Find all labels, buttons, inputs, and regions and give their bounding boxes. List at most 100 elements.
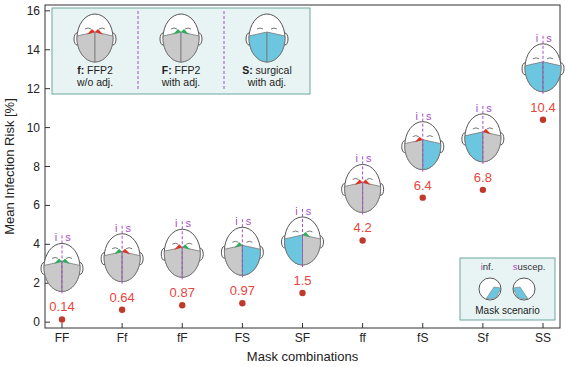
y-axis-title: Mean Infection Risk [%] [2, 98, 17, 235]
mask-half [182, 247, 200, 277]
inset-label: suscep. [513, 261, 546, 272]
point [359, 237, 365, 243]
x-tick [242, 323, 243, 328]
point [299, 290, 305, 296]
nose-fit-mark [363, 179, 371, 185]
y-tick-label: 0 [33, 315, 40, 329]
mask-half [164, 247, 182, 277]
y-tick-label: 4 [33, 237, 40, 251]
y-tick-label: 8 [33, 160, 40, 174]
inset-box [460, 258, 555, 320]
icon-label: s [306, 205, 312, 217]
chart: 0246810121416FFFffFFSSFfffSSfSSMask comb… [0, 0, 566, 367]
point [119, 307, 125, 313]
icon-label: i [416, 110, 418, 122]
x-tick-label: ff [359, 331, 366, 345]
mask-half [267, 32, 285, 62]
mask-half [363, 182, 381, 212]
y-tick-label: 2 [33, 276, 40, 290]
x-tick [122, 323, 123, 328]
y-tick [45, 244, 50, 245]
icon-label: i [536, 32, 538, 44]
y-tick [45, 205, 50, 206]
point [540, 117, 546, 123]
x-tick [543, 323, 544, 328]
x-tick [182, 323, 183, 328]
x-tick [62, 323, 63, 328]
legend-text: with adj. [247, 76, 287, 88]
mask-half [181, 32, 199, 62]
legend-text-key: F: [162, 64, 172, 76]
x-axis-title: Mask combinations [247, 349, 359, 364]
mask-half [44, 261, 62, 291]
y-tick [45, 49, 50, 50]
icon-label: s [125, 222, 131, 234]
divider [482, 106, 483, 165]
y-tick [45, 322, 50, 323]
x-tick-label: FF [55, 331, 70, 345]
inset-label-rest: nf. [483, 261, 494, 272]
icon-label: s [546, 32, 552, 44]
legend-text: f: FFP2 [77, 64, 113, 76]
mask-half [483, 132, 501, 162]
divider [362, 156, 363, 215]
legend-separator [138, 11, 139, 91]
y-tick-label: 6 [33, 198, 40, 212]
legend-text: w/o adj. [76, 76, 113, 88]
mask-icon: is [342, 152, 384, 215]
mask-icon: is [41, 231, 83, 294]
legend-text: S: surgical [242, 64, 292, 76]
legend-text-rest: FFP2 [172, 64, 201, 76]
inset-label: inf. [481, 261, 494, 272]
x-tick-label: SS [535, 331, 551, 345]
icon-label: i [295, 205, 297, 217]
icon-label: i [235, 215, 237, 227]
nose-fit-mark [355, 179, 363, 185]
divider [182, 221, 183, 280]
legend-icon [246, 14, 288, 62]
divider [122, 226, 123, 285]
nose-fit-mark [483, 129, 491, 135]
legend-text: F: FFP2 [162, 64, 201, 76]
nose-fit-mark [181, 29, 189, 35]
scenario-inset: inf. suscep. Mask scenario [460, 258, 555, 320]
head [249, 14, 285, 62]
legend-text-rest: FFP2 [84, 64, 113, 76]
mask-half [423, 140, 441, 170]
icon-label: s [366, 152, 372, 164]
x-tick-label: SF [295, 331, 310, 345]
data-label: 0.87 [170, 285, 195, 300]
icon-label: s [486, 102, 492, 114]
mask-half [345, 182, 363, 212]
legend-text-key: S: [242, 64, 253, 76]
legend-text: with adj. [161, 76, 201, 88]
y-tick-label: 10 [27, 121, 41, 135]
y-tick [45, 88, 50, 89]
inset-title: Mask scenario [475, 305, 540, 316]
legend-icon [160, 14, 202, 62]
x-tick-label: fF [177, 331, 188, 345]
mask-half [405, 140, 423, 170]
mask-half [465, 132, 483, 162]
x-tick-label: Ff [117, 331, 128, 345]
y-tick [45, 166, 50, 167]
inset-mask [513, 287, 528, 299]
icon-label: i [355, 152, 357, 164]
y-tick [45, 10, 50, 11]
mask-half [62, 261, 80, 291]
legend: f: FFP2w/o adj.F: FFP2with adj.S: surgic… [52, 8, 310, 94]
mask-half [95, 32, 113, 62]
icon-label: s [246, 215, 252, 227]
inset-mask [486, 287, 501, 299]
point [59, 316, 65, 322]
x-tick-label: Sf [477, 331, 489, 345]
data-label: 6.8 [474, 170, 492, 185]
divider [543, 36, 544, 95]
eyes [171, 28, 191, 29]
mask-half [242, 245, 260, 275]
nose-fit-mark [54, 258, 62, 264]
x-tick [482, 323, 483, 328]
data-label: 1.5 [293, 273, 311, 288]
point [179, 302, 185, 308]
data-label: 0.64 [109, 290, 134, 305]
